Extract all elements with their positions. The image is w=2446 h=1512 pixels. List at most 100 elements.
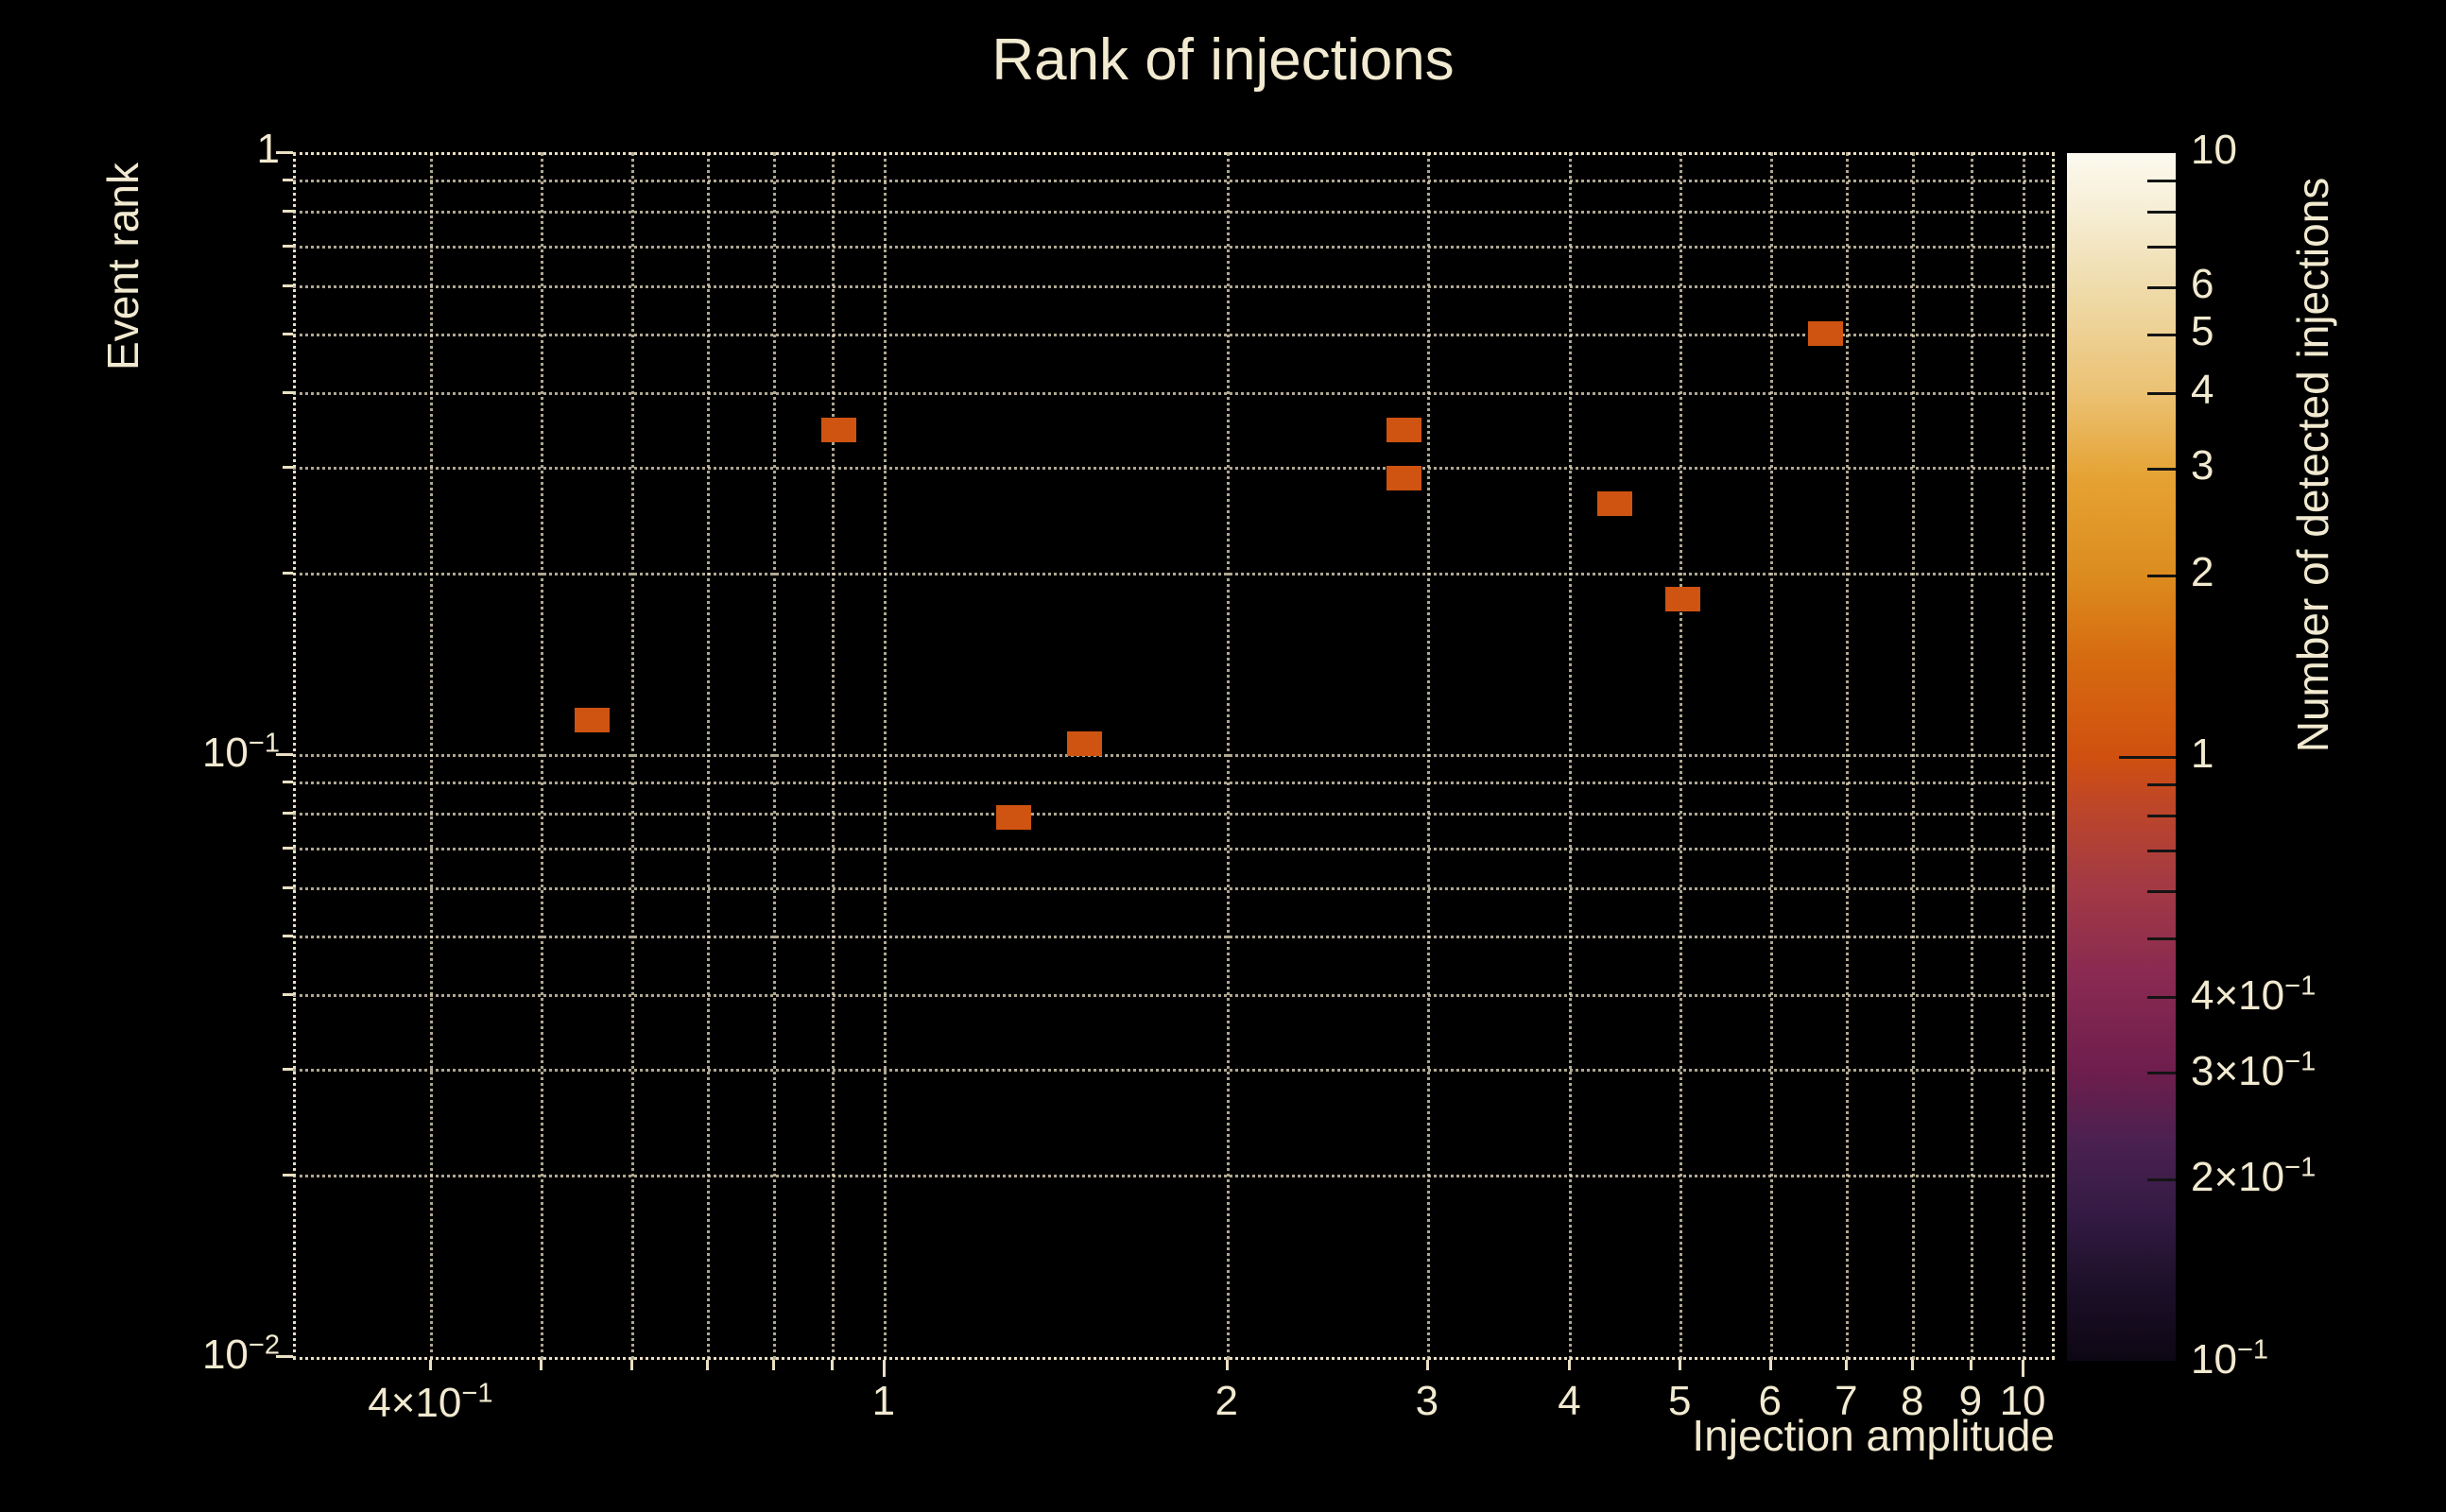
y-tick-mark	[283, 466, 293, 470]
y-tick-mark	[283, 992, 293, 996]
y-tick-label: 1	[256, 126, 280, 172]
x-tick-label: 5	[1668, 1378, 1692, 1424]
colorbar-tick-mark	[2147, 996, 2176, 1000]
colorbar-tick-label: 10	[2191, 127, 2237, 173]
bottom-spine	[293, 1357, 2055, 1360]
y-gridline	[293, 993, 2055, 997]
colorbar-tick-mark	[2147, 783, 2176, 787]
data-point	[1596, 490, 1632, 516]
colorbar-tick-mark	[2147, 814, 2176, 817]
y-gridline	[293, 847, 2055, 850]
x-tick-mark	[772, 1360, 776, 1370]
x-tick-label: 6	[1758, 1378, 1782, 1424]
x-tick-mark	[1768, 1360, 1772, 1370]
colorbar-tick-mark	[2147, 1177, 2176, 1181]
x-tick-label: 8	[1901, 1378, 1924, 1424]
x-tick-label: 10	[1999, 1378, 2046, 1424]
y-gridline	[293, 754, 2055, 758]
y-tick-mark	[283, 886, 293, 890]
right-spine	[2052, 152, 2055, 1360]
colorbar-tick-mark	[2147, 245, 2176, 249]
y-tick-mark	[283, 846, 293, 850]
y-gridline	[293, 1069, 2055, 1073]
y-tick-label: 10−2	[201, 1330, 280, 1378]
x-tick-label: 7	[1834, 1378, 1858, 1424]
y-gridline	[293, 180, 2055, 183]
y-gridline	[293, 467, 2055, 471]
y-gridline	[293, 887, 2055, 891]
y-gridline	[293, 812, 2055, 816]
y-tick-mark	[283, 390, 293, 394]
x-tick-mark	[2022, 1360, 2025, 1377]
colorbar-tick-label: 3	[2191, 442, 2214, 490]
y-gridline	[293, 935, 2055, 938]
data-point	[574, 707, 610, 732]
data-point	[1808, 320, 1844, 346]
x-tick-label: 3	[1415, 1378, 1439, 1424]
x-tick-mark	[1911, 1360, 1915, 1370]
y-tick-mark	[283, 1174, 293, 1177]
y-gridline	[293, 245, 2055, 249]
colorbar-tick-label: 10−1	[2191, 1334, 2269, 1383]
x-tick-mark	[1679, 1360, 1682, 1370]
x-tick-label: 4×10−1	[368, 1378, 493, 1426]
colorbar-label: Number of detected injections	[2288, 177, 2337, 753]
x-tick-mark	[1425, 1360, 1429, 1370]
data-point	[820, 417, 856, 442]
y-tick-mark	[283, 781, 293, 784]
y-tick-mark	[283, 934, 293, 937]
x-tick-mark	[830, 1360, 834, 1370]
y-gridline	[293, 210, 2055, 214]
y-gridline	[293, 333, 2055, 336]
x-tick-label: 1	[871, 1378, 896, 1424]
x-tick-mark	[882, 1360, 886, 1377]
x-tick-mark	[706, 1360, 710, 1370]
y-tick-mark	[283, 572, 293, 576]
x-tick-label: 2	[1214, 1378, 1238, 1424]
colorbar-tick-mark	[2119, 756, 2176, 759]
colorbar-tick-label: 4	[2191, 367, 2214, 414]
y-tick-mark	[283, 332, 293, 335]
colorbar-tick-label: 6	[2191, 260, 2214, 307]
plot-area	[293, 152, 2055, 1360]
y-gridline	[293, 391, 2055, 395]
colorbar	[2067, 153, 2176, 1361]
colorbar-tick-mark	[2147, 180, 2176, 183]
chart-title: Rank of injections	[991, 27, 1455, 93]
y-tick-mark	[283, 179, 293, 182]
colorbar-tick-mark	[2147, 1072, 2176, 1075]
top-spine	[293, 152, 2055, 155]
y-tick-mark	[283, 1068, 293, 1072]
colorbar-tick-label: 2	[2191, 548, 2214, 595]
colorbar-tick-mark	[2147, 889, 2176, 893]
colorbar-tick-label: 4×10−1	[2191, 971, 2317, 1019]
y-tick-mark	[283, 209, 293, 213]
left-spine	[293, 152, 296, 1360]
colorbar-tick-mark	[2147, 285, 2176, 289]
data-point	[1386, 466, 1421, 491]
y-gridline	[293, 285, 2055, 289]
data-point	[1067, 731, 1103, 757]
colorbar-tick-mark	[2147, 468, 2176, 472]
x-tick-mark	[540, 1360, 543, 1370]
colorbar-tick-label: 5	[2191, 308, 2214, 355]
x-tick-mark	[1568, 1360, 1572, 1370]
y-gridline	[293, 573, 2055, 576]
colorbar-tick-mark	[2147, 937, 2176, 941]
colorbar-tick-mark	[2147, 334, 2176, 337]
colorbar-tick-label: 3×10−1	[2191, 1046, 2317, 1094]
y-gridline	[293, 782, 2055, 785]
x-tick-mark	[1845, 1360, 1849, 1370]
x-tick-mark	[1225, 1360, 1229, 1370]
colorbar-tick-mark	[2147, 210, 2176, 214]
colorbar-tick-mark	[2147, 849, 2176, 852]
y-tick-label: 10−1	[201, 728, 280, 776]
data-point	[1386, 417, 1421, 442]
x-tick-label: 9	[1958, 1378, 1983, 1424]
y-tick-mark	[276, 1355, 293, 1359]
data-point	[996, 805, 1032, 831]
x-axis-label: Injection amplitude	[1692, 1411, 2055, 1460]
y-tick-mark	[276, 151, 293, 154]
colorbar-tick-label: 1	[2191, 730, 2214, 777]
colorbar-tick-label: 2×10−1	[2191, 1152, 2317, 1201]
